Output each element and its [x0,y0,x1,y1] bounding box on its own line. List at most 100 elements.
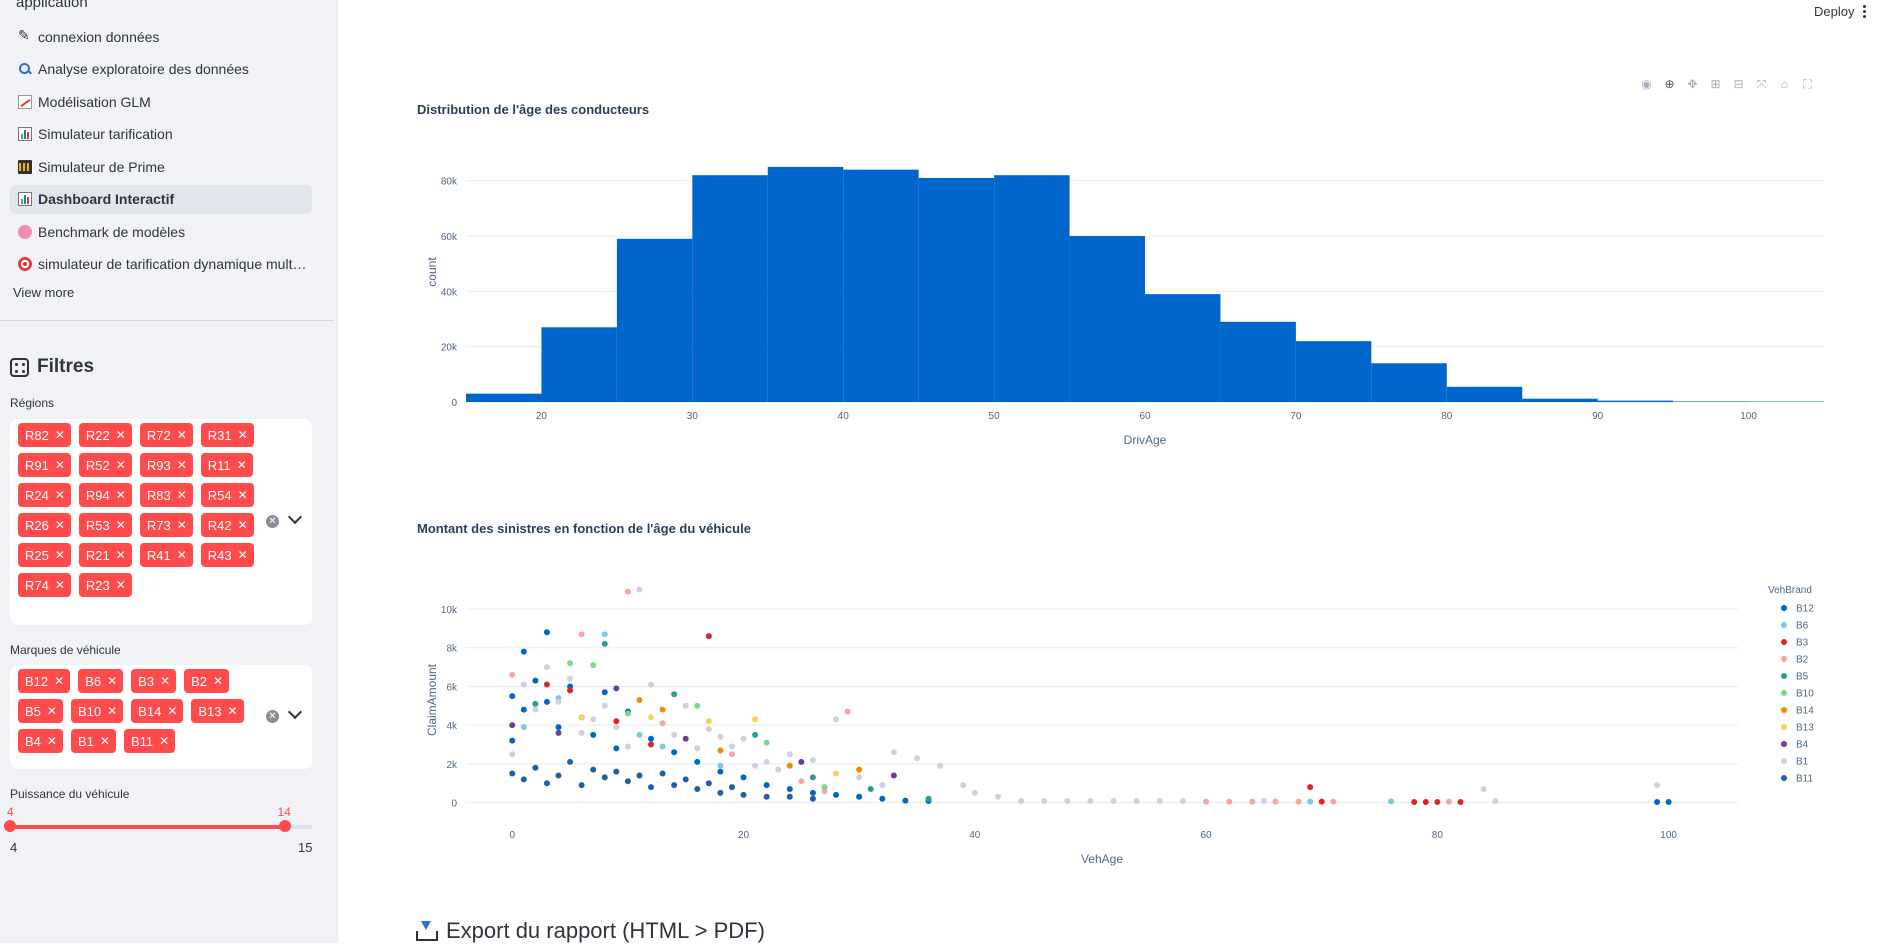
zoom-icon[interactable]: ⊕ [1663,78,1676,91]
scatter-point [602,641,608,647]
remove-chip-icon[interactable]: ✕ [237,458,247,472]
remove-chip-icon[interactable]: ✕ [238,548,248,562]
brands-multiselect[interactable]: B12✕ B6✕ B3✕ B2✕ B5✕ B10✕ B14✕ B13✕ B4✕ B1✕ B11✕ ✕ [10,665,312,769]
filter-chip[interactable]: R31✕ [201,423,254,447]
pan-icon[interactable]: ✥ [1686,78,1699,91]
filter-chip[interactable]: R22✕ [79,423,132,447]
remove-chip-icon[interactable]: ✕ [55,548,65,562]
filter-chip[interactable]: B12✕ [18,669,70,693]
nav-item-7[interactable]: simulateur de tarification dynamique mul… [10,250,312,279]
filter-chip[interactable]: B2✕ [184,669,229,693]
regions-multiselect[interactable]: R82✕ R22✕ R72✕ R31✕ R91✕ R52✕ R93✕ R11✕ R24✕ R94✕… [10,419,312,625]
remove-chip-icon[interactable]: ✕ [55,488,65,502]
filter-chip[interactable]: R43✕ [201,543,254,567]
filter-chip[interactable]: R21✕ [79,543,132,567]
main-menu-icon[interactable] [1863,5,1866,20]
filter-chip[interactable]: R73✕ [140,513,193,537]
clear-regions-icon[interactable]: ✕ [266,515,279,528]
fullscreen-icon[interactable]: ⛶ [1801,78,1814,91]
app-name[interactable]: application [16,0,88,11]
nav-item-3[interactable]: Simulateur tarification [10,120,312,149]
filter-chip[interactable]: B10✕ [71,699,123,723]
filter-chip[interactable]: B1✕ [71,729,116,753]
scatter-point [509,771,515,777]
remove-chip-icon[interactable]: ✕ [100,734,110,748]
remove-chip-icon[interactable]: ✕ [167,704,177,718]
remove-chip-icon[interactable]: ✕ [116,518,126,532]
filter-chip[interactable]: B3✕ [131,669,176,693]
nav-item-1[interactable]: Analyse exploratoire des données [10,55,312,84]
remove-chip-icon[interactable]: ✕ [107,674,117,688]
filter-chip[interactable]: R54✕ [201,483,254,507]
remove-chip-icon[interactable]: ✕ [116,578,126,592]
chevron-down-icon[interactable] [288,510,302,524]
filter-chip[interactable]: R42✕ [201,513,254,537]
filter-chip[interactable]: R91✕ [18,453,71,477]
filter-chip[interactable]: R53✕ [79,513,132,537]
view-more-link[interactable]: View more [13,285,74,300]
remove-chip-icon[interactable]: ✕ [55,458,65,472]
remove-chip-icon[interactable]: ✕ [159,734,169,748]
remove-chip-icon[interactable]: ✕ [55,518,65,532]
filter-chip[interactable]: R24✕ [18,483,71,507]
deploy-button[interactable]: Deploy [1814,4,1854,19]
scatter-point [660,707,666,713]
power-slider[interactable] [10,825,312,829]
remove-chip-icon[interactable]: ✕ [160,674,170,688]
power-slider-low-thumb[interactable] [4,820,16,832]
remove-chip-icon[interactable]: ✕ [213,674,223,688]
clear-brands-icon[interactable]: ✕ [266,710,279,723]
filter-chip[interactable]: B14✕ [131,699,183,723]
nav-item-0[interactable]: connexion données [10,22,312,51]
remove-chip-icon[interactable]: ✕ [238,488,248,502]
remove-chip-icon[interactable]: ✕ [47,704,57,718]
remove-chip-icon[interactable]: ✕ [177,548,187,562]
filter-chip[interactable]: R82✕ [18,423,71,447]
autoscale-icon[interactable]: ⤧ [1755,78,1768,91]
filter-chip[interactable]: B13✕ [191,699,243,723]
filter-chip[interactable]: R41✕ [140,543,193,567]
filter-chip[interactable]: R94✕ [79,483,132,507]
filter-chip[interactable]: R83✕ [140,483,193,507]
remove-chip-icon[interactable]: ✕ [47,734,57,748]
remove-chip-icon[interactable]: ✕ [228,704,238,718]
filter-chip[interactable]: R25✕ [18,543,71,567]
nav-item-4[interactable]: Simulateur de Prime [10,152,312,181]
filter-chip[interactable]: B6✕ [78,669,123,693]
remove-chip-icon[interactable]: ✕ [116,488,126,502]
nav-item-6[interactable]: Benchmark de modèles [10,217,312,246]
nav-item-2[interactable]: Modélisation GLM [10,87,312,116]
remove-chip-icon[interactable]: ✕ [238,428,248,442]
filter-chip[interactable]: R72✕ [140,423,193,447]
remove-chip-icon[interactable]: ✕ [177,458,187,472]
reset-axes-icon[interactable]: ⌂ [1778,78,1791,91]
power-slider-high-thumb[interactable] [279,820,291,832]
remove-chip-icon[interactable]: ✕ [55,428,65,442]
nav-item-5[interactable]: Dashboard Interactif [10,185,312,214]
remove-chip-icon[interactable]: ✕ [177,428,187,442]
filter-chip[interactable]: R93✕ [140,453,193,477]
scatter-point [752,716,758,722]
filter-chip[interactable]: R23✕ [79,573,132,597]
scatter-point [683,703,689,709]
filter-chip[interactable]: R74✕ [18,573,71,597]
remove-chip-icon[interactable]: ✕ [55,578,65,592]
filter-chip[interactable]: B11✕ [124,729,175,753]
zoom-in-icon[interactable]: ⊞ [1709,78,1722,91]
remove-chip-icon[interactable]: ✕ [54,674,64,688]
filter-chip[interactable]: R11✕ [201,453,253,477]
filter-chip[interactable]: R52✕ [79,453,132,477]
filter-chip[interactable]: B4✕ [18,729,63,753]
remove-chip-icon[interactable]: ✕ [116,458,126,472]
chevron-down-icon[interactable] [288,705,302,719]
remove-chip-icon[interactable]: ✕ [116,548,126,562]
filter-chip[interactable]: B5✕ [18,699,63,723]
filter-chip[interactable]: R26✕ [18,513,71,537]
remove-chip-icon[interactable]: ✕ [177,488,187,502]
remove-chip-icon[interactable]: ✕ [177,518,187,532]
zoom-out-icon[interactable]: ⊟ [1732,78,1745,91]
remove-chip-icon[interactable]: ✕ [116,428,126,442]
remove-chip-icon[interactable]: ✕ [238,518,248,532]
camera-icon[interactable]: ◉ [1640,78,1653,91]
remove-chip-icon[interactable]: ✕ [107,704,117,718]
